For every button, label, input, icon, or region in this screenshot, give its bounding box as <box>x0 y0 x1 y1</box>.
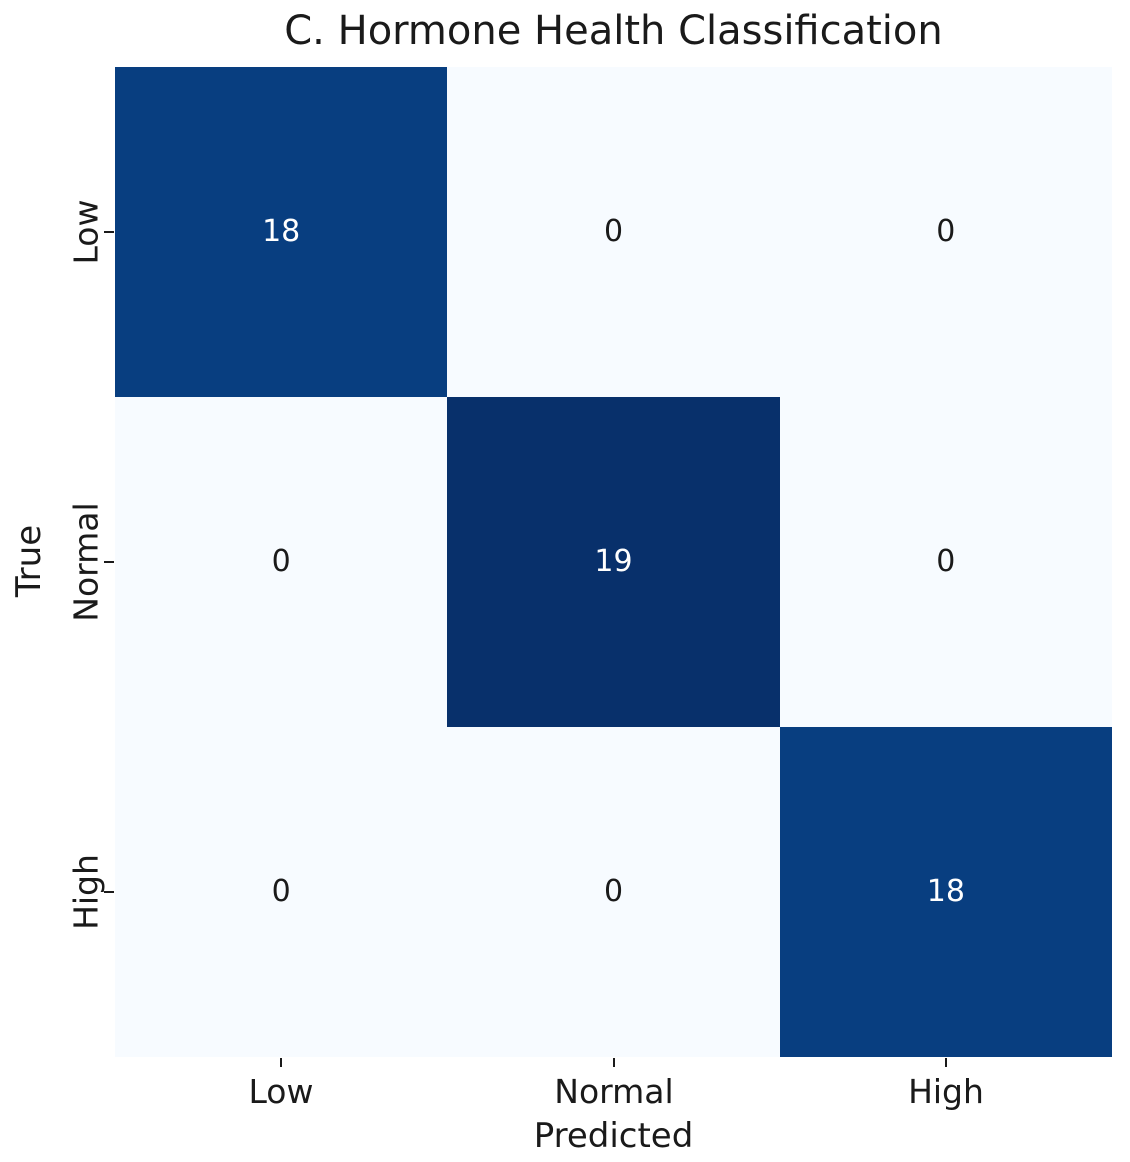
heatmap-cell: 0 <box>115 397 448 727</box>
heatmap-cell: 19 <box>447 397 780 727</box>
heatmap-cell: 0 <box>447 727 780 1057</box>
heatmap-cell: 0 <box>779 67 1112 397</box>
cell-value: 0 <box>603 874 624 909</box>
cell-value: 0 <box>936 214 956 249</box>
heatmap-cell: 0 <box>115 727 448 1057</box>
y-tick-label-normal: Normal <box>66 502 106 622</box>
x-tick-mark <box>280 1058 282 1067</box>
heatmap-cell: 18 <box>779 727 1112 1057</box>
x-axis-label: Predicted <box>533 1116 694 1156</box>
x-tick-label-high: High <box>908 1072 984 1111</box>
heatmap-cell: 0 <box>447 67 780 397</box>
cell-value: 0 <box>603 214 624 249</box>
x-tick-label-normal: Normal <box>554 1072 674 1111</box>
cell-value: 18 <box>262 214 301 249</box>
y-tick-label-low: Low <box>66 199 106 265</box>
y-tick-mark <box>104 231 114 233</box>
cell-value: 18 <box>926 874 965 909</box>
cell-value: 0 <box>271 874 291 909</box>
heatmap-cell: 0 <box>779 397 1112 727</box>
x-tick-label-low: Low <box>248 1072 314 1111</box>
y-axis-label: True <box>9 524 49 598</box>
cell-value: 19 <box>594 544 633 579</box>
y-tick-label-high: High <box>66 854 106 930</box>
heatmap-cell: 18 <box>115 67 448 397</box>
y-tick-mark <box>104 891 114 893</box>
x-tick-mark <box>613 1058 615 1067</box>
cell-value: 0 <box>271 544 291 579</box>
y-tick-mark <box>104 561 114 563</box>
x-tick-mark <box>945 1058 947 1067</box>
heatmap: 18 0 0 0 19 0 0 0 18 <box>115 67 1112 1057</box>
chart-title: C. Hormone Health Classification <box>284 8 943 54</box>
cell-value: 0 <box>936 544 956 579</box>
